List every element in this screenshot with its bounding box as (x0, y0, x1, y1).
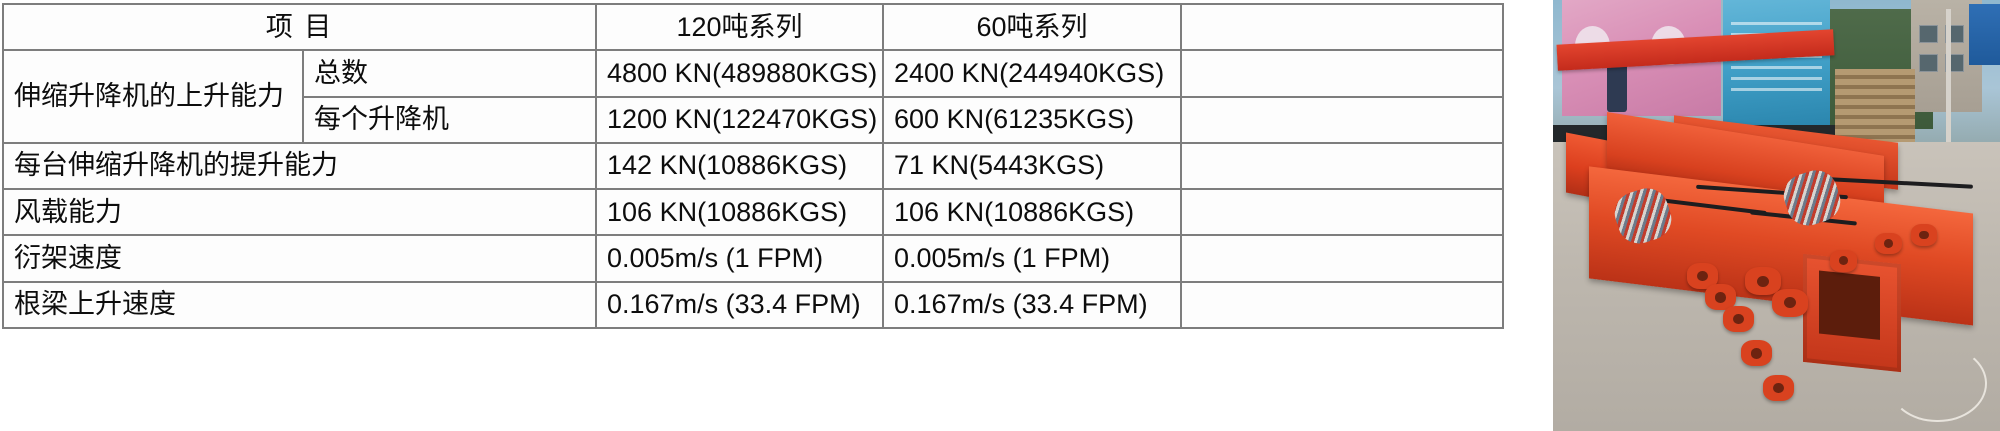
photo-lug (1722, 306, 1755, 332)
cell-120-hoist: 142 KN(10886KGS) (595, 141, 885, 191)
tail-cell (1180, 234, 1505, 283)
table-row: 衍架速度 0.005m/s (1 FPM) 0.005m/s (1 FPM) (1, 234, 1505, 283)
photo-window (1919, 53, 1938, 72)
cell-120-per-lift: 1200 KN(122470KGS) (595, 95, 885, 144)
photo-loose-cable (1888, 344, 1987, 423)
header-tail-cell (1180, 2, 1505, 52)
photo-lug (1763, 374, 1795, 401)
header-series-120: 120吨系列 (595, 2, 885, 52)
table-row: 风载能力 106 KN(10886KGS) 106 KN(10886KGS) (1, 188, 1505, 237)
row-label-lift-capacity: 伸缩升降机的上升能力 (2, 49, 304, 144)
table-row: 每台伸缩升降机的提升能力 142 KN(10886KGS) 71 KN(5443… (1, 141, 1505, 191)
cell-120-beam-speed: 0.167m/s (33.4 FPM) (595, 280, 885, 330)
row-label-beam-lift-speed: 根梁上升速度 (1, 280, 598, 330)
cell-60-wind: 106 KN(10886KGS) (882, 188, 1183, 237)
photo-pole (1946, 8, 1952, 147)
row-sublabel-total: 总数 (301, 49, 598, 98)
photo-beam-box-section (1803, 253, 1902, 372)
table-header-row: 项 目 120吨系列 60吨系列 (1, 2, 1505, 52)
photo-blue-sign (1968, 4, 2000, 65)
header-item: 项 目 (1, 2, 598, 52)
row-label-wind-load: 风载能力 (1, 188, 598, 237)
photo-lug (1874, 232, 1902, 255)
cell-120-total: 4800 KN(489880KGS) (595, 49, 885, 98)
specification-table-container: 项 目 120吨系列 60吨系列 伸缩升降机的上升能力 总数 4800 KN(4… (1, 2, 1505, 331)
table-row: 每个升降机 1200 KN(122470KGS) 600 KN(61235KGS… (3, 95, 1505, 144)
row-sublabel-per-lift: 每个升降机 (301, 95, 598, 144)
tail-cell (1180, 95, 1505, 144)
table-row: 伸缩升降机的上升能力 总数 4800 KN(489880KGS) 2400 KN… (2, 49, 1505, 144)
equipment-photo (1553, 0, 2000, 431)
photo-lug (1745, 267, 1781, 296)
tail-cell (1180, 280, 1505, 330)
photo-wooden-pallet (1834, 68, 1916, 147)
cell-60-per-lift: 600 KN(61235KGS) (882, 95, 1183, 144)
table-row: 根梁上升速度 0.167m/s (33.4 FPM) 0.167m/s (33.… (1, 280, 1505, 330)
cell-120-wind: 106 KN(10886KGS) (595, 188, 885, 237)
photo-lug (1910, 224, 1938, 246)
photo-window (1919, 24, 1938, 43)
photo-worker-figure (1606, 60, 1627, 113)
cell-60-hoist: 71 KN(5443KGS) (882, 141, 1183, 191)
photo-lug (1740, 340, 1773, 367)
photo-lug (1830, 249, 1857, 272)
specification-table: 项 目 120吨系列 60吨系列 伸缩升降机的上升能力 总数 4800 KN(4… (1, 2, 1505, 330)
cell-60-beam-speed: 0.167m/s (33.4 FPM) (882, 280, 1183, 330)
tail-cell (1180, 49, 1505, 98)
tail-cell (1180, 141, 1505, 191)
header-series-60: 60吨系列 (882, 2, 1183, 52)
cell-60-truss-speed: 0.005m/s (1 FPM) (882, 234, 1183, 283)
row-label-hoist-capacity: 每台伸缩升降机的提升能力 (1, 141, 598, 191)
tail-cell (1180, 188, 1505, 237)
row-label-truss-speed: 衍架速度 (1, 234, 598, 283)
photo-blue-banner (1722, 0, 1831, 125)
cell-60-total: 2400 KN(244940KGS) (882, 49, 1183, 98)
photo-lug (1772, 288, 1808, 317)
cell-120-truss-speed: 0.005m/s (1 FPM) (595, 234, 885, 283)
